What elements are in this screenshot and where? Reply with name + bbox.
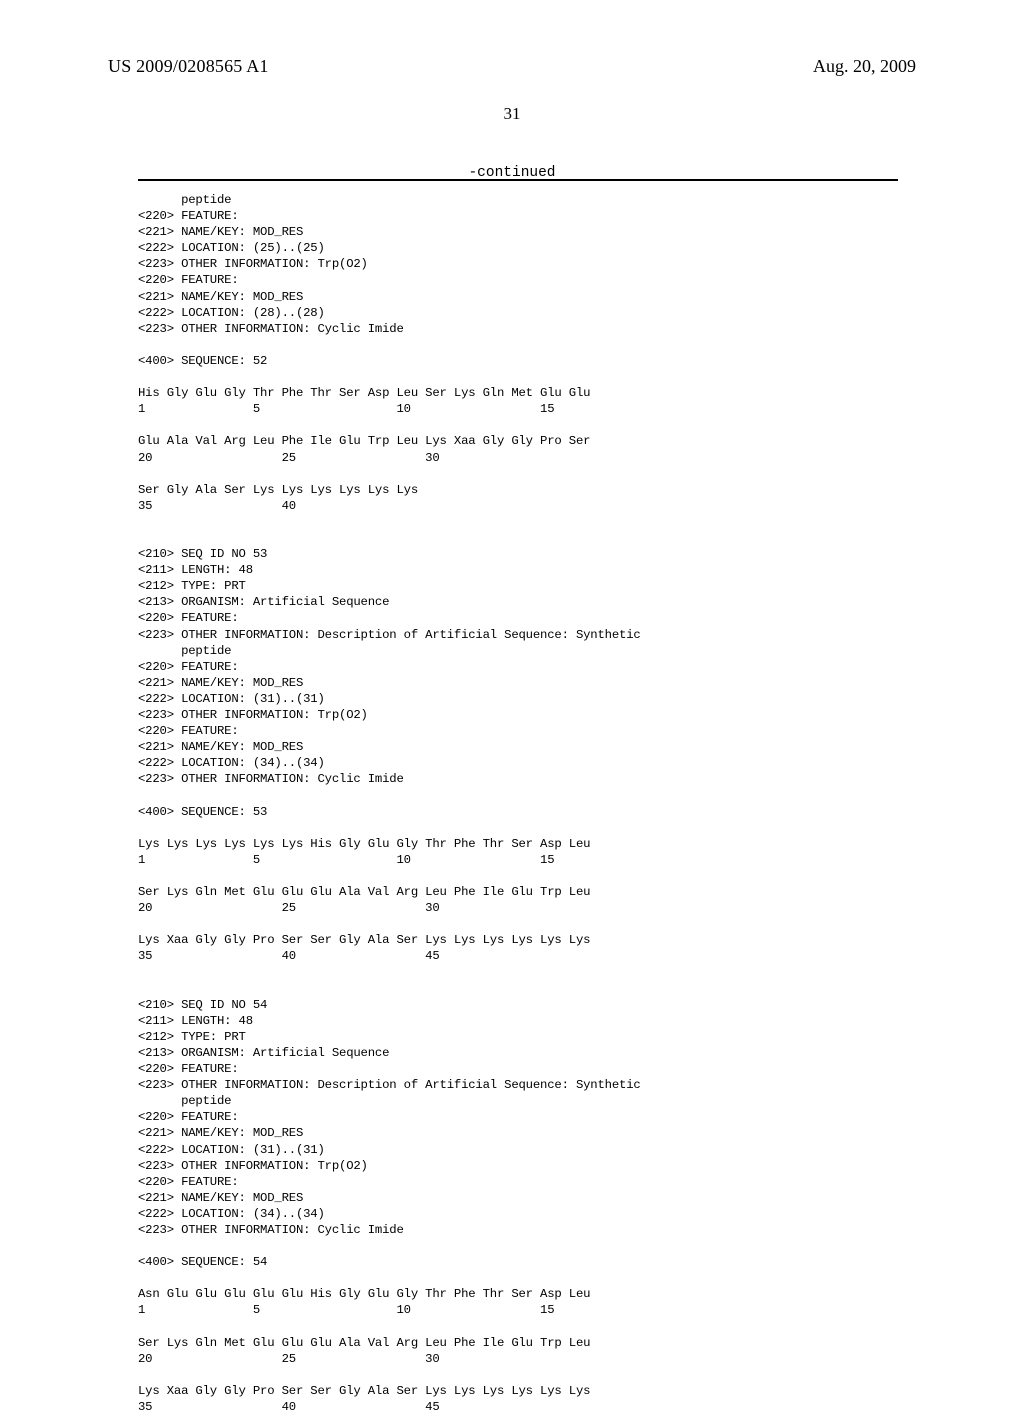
publication-date: Aug. 20, 2009	[813, 56, 916, 77]
horizontal-rule	[138, 179, 898, 181]
sequence-listing-body: peptide <220> FEATURE: <221> NAME/KEY: M…	[138, 192, 908, 1415]
page-number: 31	[0, 104, 1024, 124]
publication-number: US 2009/0208565 A1	[108, 56, 269, 77]
